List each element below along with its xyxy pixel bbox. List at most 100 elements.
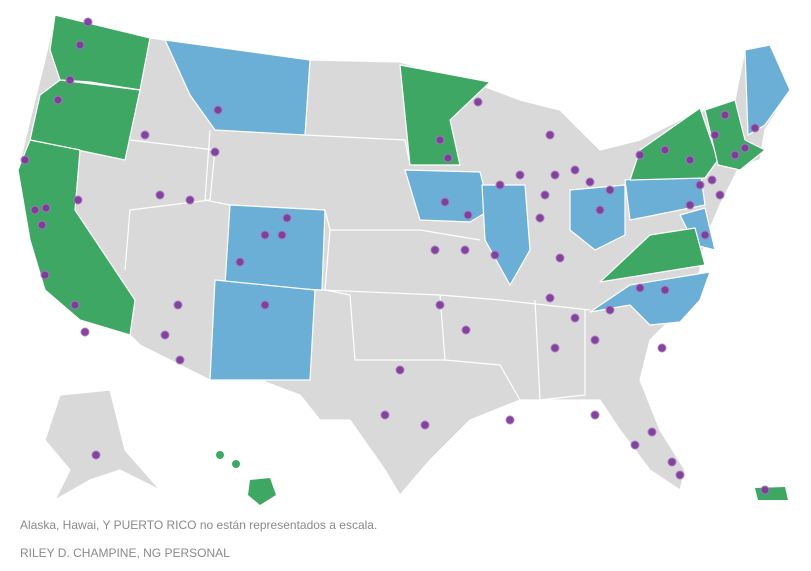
dot: [700, 230, 710, 240]
dot: [550, 170, 560, 180]
state-borders: [439, 294, 521, 401]
state-borders: [319, 289, 591, 311]
iowa: [404, 169, 491, 223]
dot: [590, 410, 600, 420]
dot: [760, 485, 770, 495]
dot: [473, 97, 483, 107]
dot: [490, 250, 500, 260]
dot: [605, 185, 615, 195]
dot: [570, 165, 580, 175]
dot: [461, 325, 471, 335]
dot: [540, 190, 550, 200]
dot: [707, 175, 717, 185]
dot: [160, 330, 170, 340]
dot: [20, 155, 30, 165]
dot: [155, 190, 165, 200]
dot: [605, 305, 615, 315]
dot: [675, 470, 685, 480]
dot: [647, 427, 657, 437]
dot: [595, 205, 605, 215]
montana: [164, 39, 311, 136]
dot: [570, 313, 580, 323]
dot: [505, 415, 515, 425]
dot: [277, 230, 287, 240]
dot: [443, 153, 453, 163]
dot: [80, 327, 90, 337]
illinois: [481, 184, 531, 286]
new-york: [629, 107, 719, 181]
dot: [545, 130, 555, 140]
dot: [635, 283, 645, 293]
washington: [49, 14, 151, 91]
dot: [91, 450, 101, 460]
dot: [657, 343, 667, 353]
dot: [395, 365, 405, 375]
dot: [585, 177, 595, 187]
credit: RILEY D. CHAMPINE, NG PERSONAL: [20, 546, 230, 560]
dot: [73, 195, 83, 205]
dot: [235, 257, 245, 267]
dot: [463, 210, 473, 220]
hawaii: [248, 478, 276, 505]
colorado: [224, 204, 326, 291]
dot: [495, 180, 505, 190]
dot: [515, 170, 525, 180]
dot: [40, 270, 50, 280]
dot: [435, 135, 445, 145]
dot: [75, 40, 85, 50]
state-borders: [124, 139, 216, 271]
dot: [555, 253, 565, 263]
dot: [460, 245, 470, 255]
hawaii: [232, 460, 240, 468]
dot: [53, 95, 63, 105]
dot: [260, 230, 270, 240]
dot: [70, 300, 80, 310]
north-carolina: [589, 271, 711, 326]
dot: [535, 213, 545, 223]
hawaii: [216, 451, 224, 459]
dot: [140, 130, 150, 140]
dot: [660, 285, 670, 295]
dot: [715, 190, 725, 200]
dot: [685, 155, 695, 165]
dot: [435, 300, 445, 310]
dot: [590, 335, 600, 345]
dot: [41, 203, 51, 213]
dot: [660, 145, 670, 155]
dot: [30, 205, 40, 215]
dot: [210, 147, 220, 157]
dot: [545, 293, 555, 303]
dot: [720, 110, 730, 120]
maine: [744, 44, 791, 136]
alaska: [44, 389, 161, 501]
state-borders: [324, 229, 445, 361]
ohio: [569, 184, 626, 251]
puerto-rico: [755, 487, 788, 500]
dot: [695, 180, 705, 190]
dot: [83, 17, 93, 27]
california: [17, 139, 136, 336]
dot: [730, 150, 740, 160]
dot: [260, 300, 270, 310]
dot: [740, 143, 750, 153]
dot: [282, 213, 292, 223]
dot: [185, 195, 195, 205]
new-mexico: [209, 279, 316, 381]
dot: [173, 300, 183, 310]
dot: [630, 440, 640, 450]
dot: [440, 197, 450, 207]
location-dots: [20, 17, 770, 495]
dot: [750, 123, 760, 133]
dot: [420, 420, 430, 430]
dot: [65, 75, 75, 85]
dot: [710, 130, 720, 140]
dot: [37, 220, 47, 230]
minnesota: [399, 64, 491, 166]
dot: [685, 200, 695, 210]
states: [17, 14, 791, 505]
dot: [380, 410, 390, 420]
dot: [667, 457, 677, 467]
caption: Alaska, Hawai, Y PUERTO RICO no están re…: [20, 518, 378, 532]
